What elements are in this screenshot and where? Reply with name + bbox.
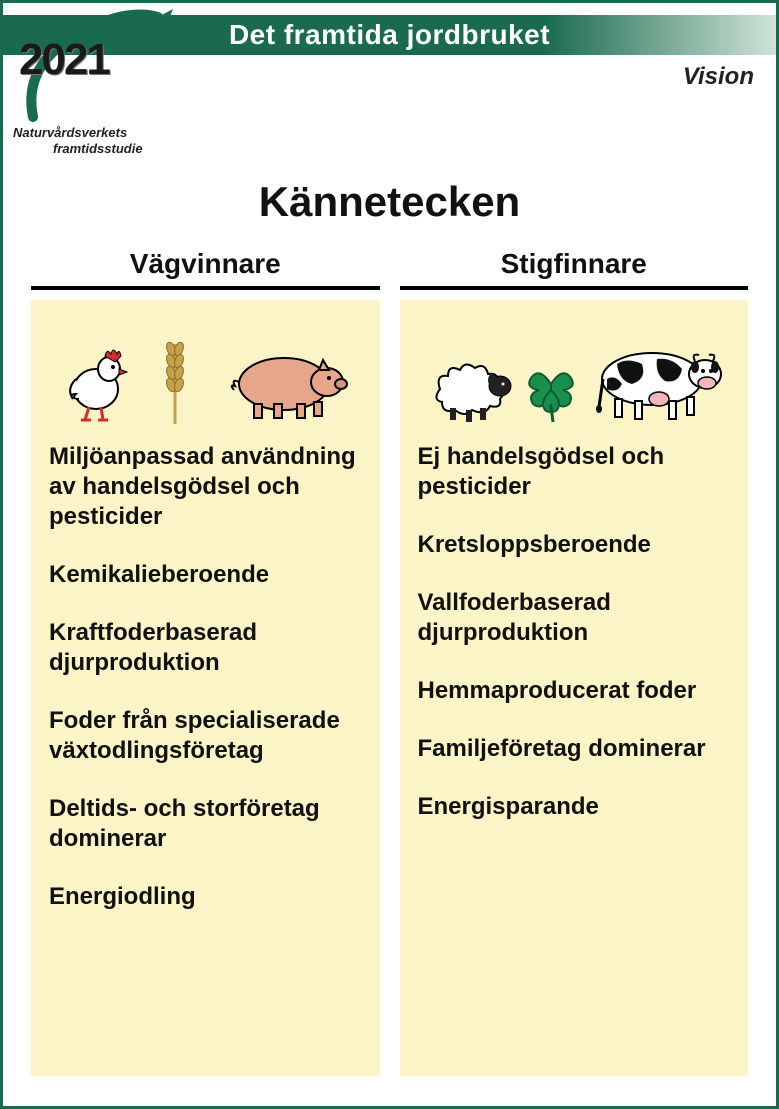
icon-row (418, 314, 731, 424)
wheat-icon (155, 324, 195, 424)
column-left: Vägvinnare (31, 248, 380, 1076)
sheep-icon (420, 344, 515, 424)
column-rule (400, 286, 749, 290)
main-title: Kännetecken (3, 178, 776, 226)
list-item: Kretsloppsberoende (418, 530, 731, 560)
banner-title: Det framtida jordbruket (229, 19, 550, 50)
org-line-2: framtidsstudie (53, 141, 143, 156)
column-rule (31, 286, 380, 290)
logo-year: 2021 (19, 35, 109, 85)
vision-label: Vision (683, 63, 754, 91)
column-right: Stigfinnare (400, 248, 749, 1076)
column-body: Miljöanpassad användning av handelsgödse… (31, 300, 380, 1076)
column-heading: Vägvinnare (31, 248, 380, 286)
list-item: Deltids- och storföretag dominerar (49, 794, 362, 854)
list-item: Kemikalieberoende (49, 560, 362, 590)
org-line-1: Naturvårdsverkets (13, 125, 127, 140)
column-heading: Stigfinnare (400, 248, 749, 286)
list-item: Energiodling (49, 882, 362, 912)
list-item: Familjeföretag dominerar (418, 734, 731, 764)
pig-icon (219, 334, 349, 424)
page: Det framtida jordbruket Vision 2021 Natu… (0, 0, 779, 1109)
clover-icon (521, 354, 581, 424)
list-item: Vallfoderbaserad djurproduktion (418, 588, 731, 648)
logo-block: 2021 Naturvårdsverkets framtidsstudie (13, 7, 173, 157)
cow-icon (587, 329, 727, 424)
list-item: Hemmaproducerat foder (418, 676, 731, 706)
chicken-icon (61, 334, 131, 424)
column-body: Ej handelsgödsel och pesticider Kretslop… (400, 300, 749, 1076)
list-item: Ej handelsgödsel och pesticider (418, 442, 731, 502)
list-item: Kraftfoderbaserad djurproduktion (49, 618, 362, 678)
list-item: Miljöanpassad användning av handelsgödse… (49, 442, 362, 532)
list-item: Foder från specialiserade växtodlingsför… (49, 706, 362, 766)
list-item: Energisparande (418, 792, 731, 822)
icon-row (49, 314, 362, 424)
columns-container: Vägvinnare (31, 248, 748, 1076)
